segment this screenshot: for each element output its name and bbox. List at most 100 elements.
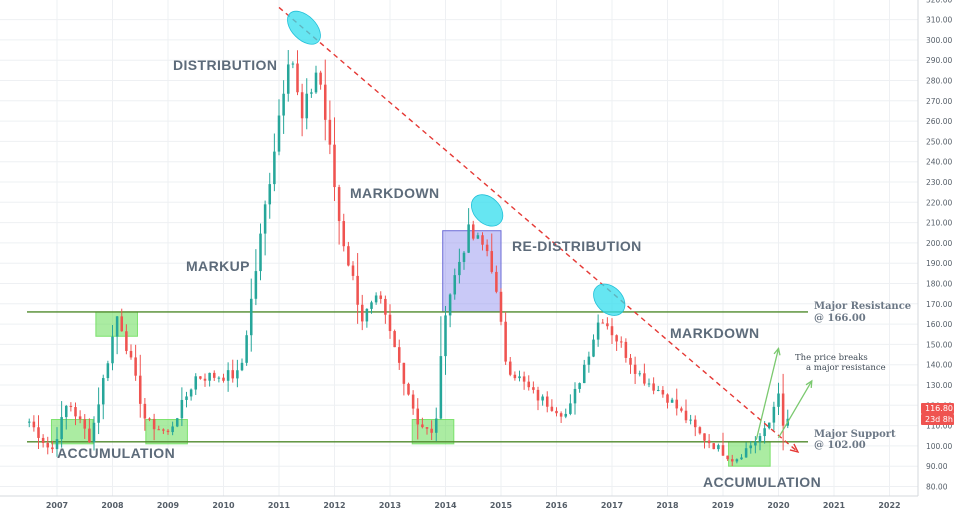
- candle-down: [337, 187, 341, 222]
- candle-down: [703, 433, 706, 441]
- candle-down: [675, 399, 679, 409]
- y-tick-label: 320.00: [926, 0, 952, 4]
- breakout-arrow: [777, 380, 813, 439]
- y-tick-label: 140.00: [926, 361, 952, 370]
- annotation-line-1: The price breaks: [795, 353, 868, 363]
- candle-down: [388, 314, 392, 332]
- y-tick-label: 240.00: [926, 158, 952, 167]
- candle-up: [55, 439, 59, 450]
- candle-down: [78, 416, 82, 420]
- y-tick-label: 210.00: [926, 219, 952, 228]
- candle-down: [231, 370, 235, 379]
- candle-up: [236, 370, 239, 379]
- y-tick-label: 90.00: [926, 462, 948, 471]
- candle-down: [707, 440, 711, 444]
- candle-down: [430, 428, 433, 433]
- y-tick-label: 310.00: [926, 16, 952, 25]
- candle-down: [222, 377, 225, 381]
- x-axis[interactable]: 2007 2008 2009 2010 2011 2012 2013 2014 2015 2016…: [0, 495, 918, 510]
- candle-down: [624, 341, 628, 358]
- candle-down: [693, 419, 697, 428]
- candle-down: [666, 394, 669, 403]
- candle-up: [735, 459, 739, 462]
- support-value: @ 102.00: [814, 440, 866, 451]
- y-tick-label: 170.00: [926, 300, 952, 309]
- candle-up: [439, 356, 443, 419]
- y-tick-label: 270.00: [926, 97, 952, 106]
- candle-down: [162, 429, 165, 431]
- overlays: [278, 6, 813, 454]
- y-tick-label: 180.00: [926, 280, 952, 289]
- candle-up: [582, 364, 586, 384]
- candle-down: [471, 224, 475, 239]
- candle-up: [27, 421, 31, 423]
- x-tick-label: 2017: [601, 501, 623, 510]
- candle-up: [458, 261, 461, 276]
- candle-up: [374, 295, 378, 303]
- candle-down: [166, 430, 170, 433]
- candle-down: [148, 418, 151, 420]
- levels: [27, 311, 808, 443]
- candle-down: [555, 410, 558, 414]
- candle-down: [69, 405, 73, 408]
- candle-down: [513, 374, 517, 379]
- price-badge: [921, 414, 954, 425]
- candle-down: [384, 298, 387, 315]
- y-tick-label: 110.00: [926, 422, 952, 431]
- x-tick-label: 2008: [101, 501, 124, 510]
- candle-up: [115, 316, 119, 337]
- candle-down: [143, 403, 147, 419]
- candle-up: [171, 426, 174, 433]
- candle-up: [462, 252, 466, 262]
- y-tick-label: 80.00: [926, 483, 948, 492]
- x-tick-label: 2012: [323, 501, 345, 510]
- x-tick-label: 2019: [712, 501, 735, 510]
- candle-up: [670, 399, 674, 403]
- y-axis[interactable]: 80.0090.00100.00110.00120.00130.00140.00…: [917, 0, 954, 513]
- candle-down: [296, 63, 299, 93]
- candle-down: [684, 410, 688, 421]
- candle-up: [208, 372, 211, 381]
- x-tick-label: 2010: [212, 501, 235, 510]
- phase-label-markup: MARKUP: [186, 258, 250, 274]
- x-tick-label: 2014: [434, 501, 457, 510]
- candle-down: [680, 408, 683, 411]
- candle-down: [615, 335, 618, 342]
- candle-up: [305, 93, 309, 119]
- candle-down: [323, 84, 327, 120]
- candle-up: [101, 378, 105, 405]
- candle-up: [476, 235, 480, 239]
- candle-down: [125, 331, 128, 351]
- candle-up: [656, 389, 660, 391]
- candle-down: [781, 393, 785, 426]
- accumulation-highlight: [145, 419, 188, 445]
- x-tick-label: 2013: [379, 501, 401, 510]
- candle-up: [106, 363, 110, 379]
- candle-down: [51, 447, 54, 450]
- candle-up: [573, 388, 577, 404]
- candle-down: [407, 383, 410, 395]
- support-label: Major Support: [814, 429, 896, 440]
- candle-down: [619, 341, 623, 343]
- candles: [27, 50, 790, 467]
- breakout-arrowhead: [773, 347, 781, 356]
- accumulation-highlight: [411, 419, 455, 445]
- candle-down: [421, 424, 424, 428]
- candle-up: [92, 422, 96, 443]
- candle-up: [453, 275, 457, 295]
- candle-down: [652, 383, 655, 391]
- x-tick-label: 2015: [490, 501, 513, 510]
- candle-up: [569, 403, 572, 414]
- candle-up: [717, 445, 720, 450]
- candle-down: [485, 244, 489, 252]
- candle-up: [587, 356, 591, 365]
- candle-down: [495, 271, 498, 292]
- price-badges: 116.80 23d 8h: [921, 403, 954, 425]
- candle-down: [504, 321, 507, 362]
- candle-down: [527, 381, 531, 388]
- candle-down: [402, 362, 406, 384]
- candle-down: [74, 407, 77, 417]
- candle-up: [758, 436, 762, 442]
